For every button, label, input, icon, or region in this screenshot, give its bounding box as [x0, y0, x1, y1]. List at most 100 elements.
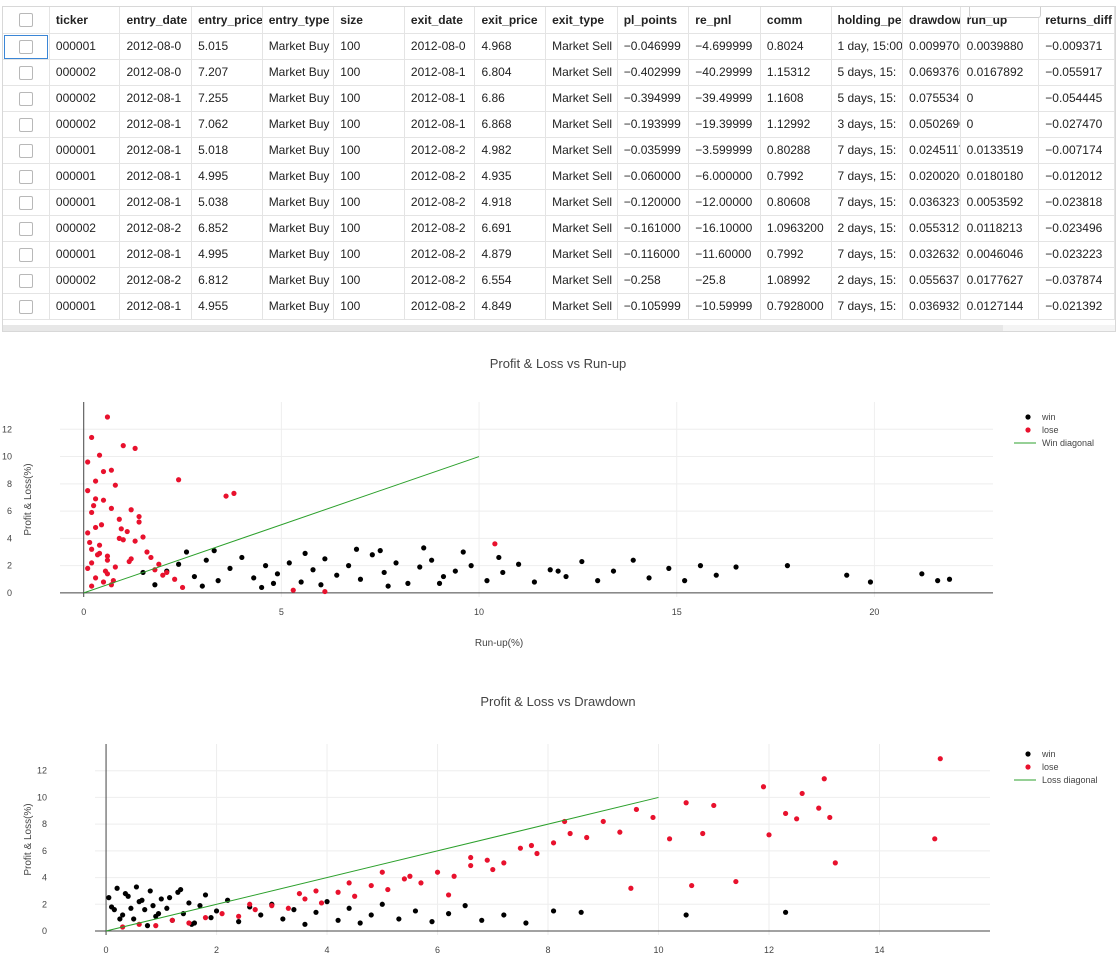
- table-row[interactable]: 000001 2012-08-1 4.995 Market Buy 100 2012-08…: [3, 241, 1115, 268]
- y-tick-label: 10: [37, 792, 47, 802]
- row-checkbox[interactable]: [3, 33, 50, 60]
- x-tick-label: 8: [546, 945, 551, 955]
- table-row[interactable]: 000002 2012-08-0 7.207 Market Buy 100 2012-08…: [3, 59, 1115, 86]
- cell-re-pnl: −19.39999: [688, 111, 761, 138]
- y-tick-label: 6: [7, 506, 12, 516]
- cell-pl-points: −0.105999: [617, 293, 690, 320]
- table-row[interactable]: 000001 2012-08-0 5.015 Market Buy 100 2012-08…: [3, 33, 1115, 60]
- column-header-returns-diff[interactable]: returns_diff: [1038, 7, 1115, 34]
- row-checkbox[interactable]: [3, 163, 50, 190]
- row-checkbox[interactable]: [3, 59, 50, 86]
- table-row[interactable]: 000002 2012-08-2 6.812 Market Buy 100 2012-08…: [3, 267, 1115, 294]
- win-point: [460, 549, 466, 555]
- column-header-ticker[interactable]: ticker: [49, 7, 121, 34]
- checkbox-box[interactable]: [18, 299, 33, 314]
- table-row[interactable]: 000001 2012-08-1 4.955 Market Buy 100 2012-08…: [3, 293, 1115, 320]
- row-checkbox[interactable]: [3, 85, 50, 112]
- legend-label[interactable]: lose: [1042, 762, 1059, 772]
- win-point: [166, 895, 173, 901]
- row-checkbox[interactable]: [3, 293, 50, 320]
- lose-point: [666, 836, 673, 842]
- table-row[interactable]: 000002 2012-08-1 7.062 Market Buy 100 2012-08…: [3, 111, 1115, 138]
- column-header-entry-price[interactable]: entry_price: [191, 7, 263, 34]
- y-tick-label: 4: [42, 873, 47, 883]
- row-checkbox[interactable]: [3, 241, 50, 268]
- table-row[interactable]: 000001 2012-08-1 5.038 Market Buy 100 2012-08…: [3, 189, 1115, 216]
- cell-re-pnl: −6.000000: [688, 163, 761, 190]
- checkbox-box[interactable]: [18, 143, 33, 158]
- horizontal-scrollbar[interactable]: [3, 325, 1115, 331]
- lose-point: [445, 892, 452, 898]
- lose-point: [148, 554, 154, 561]
- legend-label[interactable]: win: [1041, 749, 1056, 759]
- cell-pl-points: −0.161000: [617, 215, 690, 242]
- checkbox-box[interactable]: [18, 65, 33, 80]
- legend-dot-swatch[interactable]: [1025, 751, 1031, 757]
- checkbox-box[interactable]: [18, 221, 33, 236]
- checkbox-box[interactable]: [18, 273, 33, 288]
- win-point: [114, 885, 120, 891]
- row-checkbox[interactable]: [3, 215, 50, 242]
- lose-point: [96, 542, 103, 548]
- row-checkbox[interactable]: [3, 137, 50, 164]
- column-header-re-pnl[interactable]: re_pnl: [688, 7, 761, 34]
- legend-label[interactable]: Win diagonal: [1042, 438, 1094, 448]
- legend-label[interactable]: win: [1041, 412, 1056, 422]
- select-all-checkbox[interactable]: [3, 7, 50, 34]
- legend-label[interactable]: lose: [1042, 425, 1059, 435]
- column-header-entry-type[interactable]: entry_type: [262, 7, 335, 34]
- column-header-exit-price[interactable]: exit_price: [474, 7, 547, 34]
- table-row[interactable]: 000001 2012-08-1 4.995 Market Buy 100 2012-08…: [3, 163, 1115, 190]
- cell-entry-price: 4.995: [191, 241, 263, 268]
- lose-point: [683, 800, 689, 806]
- cell-run-up: 0.0053592: [960, 189, 1040, 216]
- win-point: [867, 579, 874, 585]
- table-row[interactable]: 000002 2012-08-1 7.255 Market Buy 100 2012-08…: [3, 85, 1115, 112]
- cell-ticker: 000001: [49, 163, 121, 190]
- column-header-drawdown[interactable]: drawdown: [902, 7, 961, 34]
- win-point: [713, 572, 719, 578]
- lose-point: [96, 452, 103, 458]
- column-header-entry-date[interactable]: entry_date: [119, 7, 193, 34]
- column-header-comm[interactable]: comm: [760, 7, 832, 34]
- column-filter-box[interactable]: [969, 7, 1041, 18]
- win-point: [523, 920, 529, 926]
- column-header-size[interactable]: size: [333, 7, 405, 34]
- table-row[interactable]: 000002 2012-08-2 6.852 Market Buy 100 2012-08…: [3, 215, 1115, 242]
- column-header-exit-type[interactable]: exit_type: [545, 7, 618, 34]
- cell-exit-type: Market Sell: [545, 215, 618, 242]
- column-header-holding-period[interactable]: holding_period: [831, 7, 904, 34]
- cell-holding-period: 7 days, 15:: [831, 163, 904, 190]
- checkbox-box[interactable]: [18, 117, 33, 132]
- row-checkbox[interactable]: [3, 267, 50, 294]
- column-header-exit-date[interactable]: exit_date: [404, 7, 476, 34]
- lose-point: [92, 478, 99, 484]
- checkbox-box[interactable]: [18, 39, 33, 54]
- checkbox-box[interactable]: [18, 169, 33, 184]
- cell-holding-period: 7 days, 15:: [831, 293, 904, 320]
- legend-label[interactable]: Loss diagonal: [1042, 775, 1098, 785]
- lose-point: [385, 886, 391, 893]
- table-row[interactable]: 000001 2012-08-1 5.018 Market Buy 100 2012-08…: [3, 137, 1115, 164]
- cell-run-up: 0.0177627: [960, 267, 1040, 294]
- legend-dot-swatch[interactable]: [1025, 427, 1031, 433]
- lose-point: [617, 829, 623, 835]
- cell-entry-date: 2012-08-1: [119, 163, 193, 190]
- checkbox-box[interactable]: [18, 91, 33, 106]
- row-checkbox[interactable]: [3, 111, 50, 138]
- checkbox-box[interactable]: [18, 13, 33, 28]
- legend-dot-swatch[interactable]: [1025, 414, 1031, 420]
- scrollbar-thumb[interactable]: [3, 325, 1003, 331]
- checkbox-box[interactable]: [18, 247, 33, 262]
- row-checkbox[interactable]: [3, 189, 50, 216]
- checkbox-box[interactable]: [18, 195, 33, 210]
- column-header-pl-points[interactable]: pl_points: [617, 7, 690, 34]
- win-point: [429, 919, 435, 925]
- win-point: [302, 550, 308, 556]
- lose-point: [799, 790, 805, 797]
- cell-ticker: 000001: [49, 189, 121, 216]
- cell-size: 100: [333, 215, 405, 242]
- legend-dot-swatch[interactable]: [1025, 764, 1031, 770]
- win-point: [417, 564, 423, 570]
- lose-point: [164, 569, 170, 576]
